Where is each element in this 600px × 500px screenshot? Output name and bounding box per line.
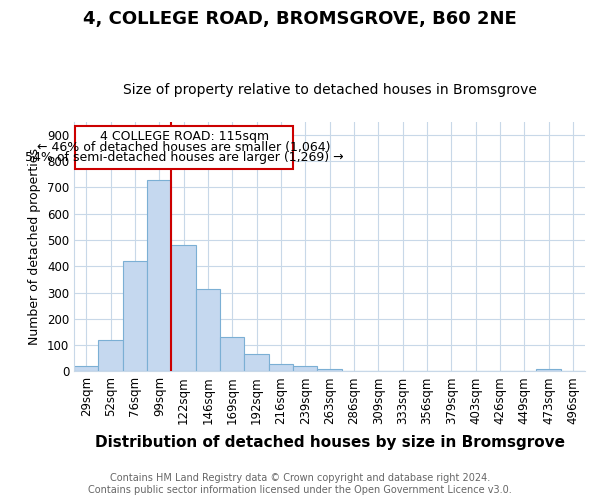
X-axis label: Distribution of detached houses by size in Bromsgrove: Distribution of detached houses by size … — [95, 435, 565, 450]
Text: ← 46% of detached houses are smaller (1,064): ← 46% of detached houses are smaller (1,… — [37, 141, 331, 154]
Bar — [269, 364, 293, 372]
Text: 54% of semi-detached houses are larger (1,269) →: 54% of semi-detached houses are larger (… — [25, 150, 344, 164]
FancyBboxPatch shape — [76, 126, 293, 169]
Bar — [317, 369, 342, 372]
Bar — [536, 370, 560, 372]
Bar — [98, 340, 123, 372]
Bar — [172, 246, 196, 372]
Bar — [74, 366, 98, 372]
Text: 4 COLLEGE ROAD: 115sqm: 4 COLLEGE ROAD: 115sqm — [100, 130, 269, 143]
Bar — [244, 354, 269, 372]
Bar — [147, 180, 172, 372]
Text: Contains HM Land Registry data © Crown copyright and database right 2024.
Contai: Contains HM Land Registry data © Crown c… — [88, 474, 512, 495]
Y-axis label: Number of detached properties: Number of detached properties — [28, 148, 41, 345]
Bar — [196, 288, 220, 372]
Bar — [220, 337, 244, 372]
Title: Size of property relative to detached houses in Bromsgrove: Size of property relative to detached ho… — [122, 83, 536, 97]
Text: 4, COLLEGE ROAD, BROMSGROVE, B60 2NE: 4, COLLEGE ROAD, BROMSGROVE, B60 2NE — [83, 10, 517, 28]
Bar — [123, 261, 147, 372]
Bar — [293, 366, 317, 372]
